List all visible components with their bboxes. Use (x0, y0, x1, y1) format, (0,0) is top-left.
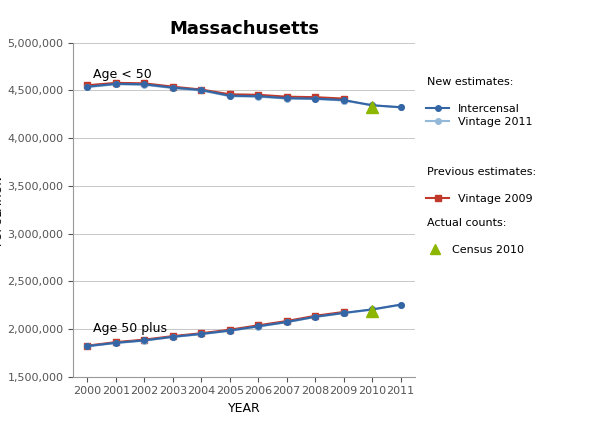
Legend: Vintage 2009: Vintage 2009 (426, 194, 532, 204)
Text: Age < 50: Age < 50 (93, 68, 152, 81)
Y-axis label: POPULATION: POPULATION (0, 174, 3, 245)
Legend: Census 2010: Census 2010 (426, 245, 524, 255)
X-axis label: YEAR: YEAR (228, 402, 260, 415)
Text: Previous estimates:: Previous estimates: (427, 167, 536, 177)
Text: Actual counts:: Actual counts: (427, 218, 506, 228)
Text: Age 50 plus: Age 50 plus (93, 322, 167, 335)
Title: Massachusetts: Massachusetts (169, 21, 319, 39)
Legend: Intercensal, Vintage 2011: Intercensal, Vintage 2011 (426, 104, 532, 127)
Text: New estimates:: New estimates: (427, 77, 514, 87)
